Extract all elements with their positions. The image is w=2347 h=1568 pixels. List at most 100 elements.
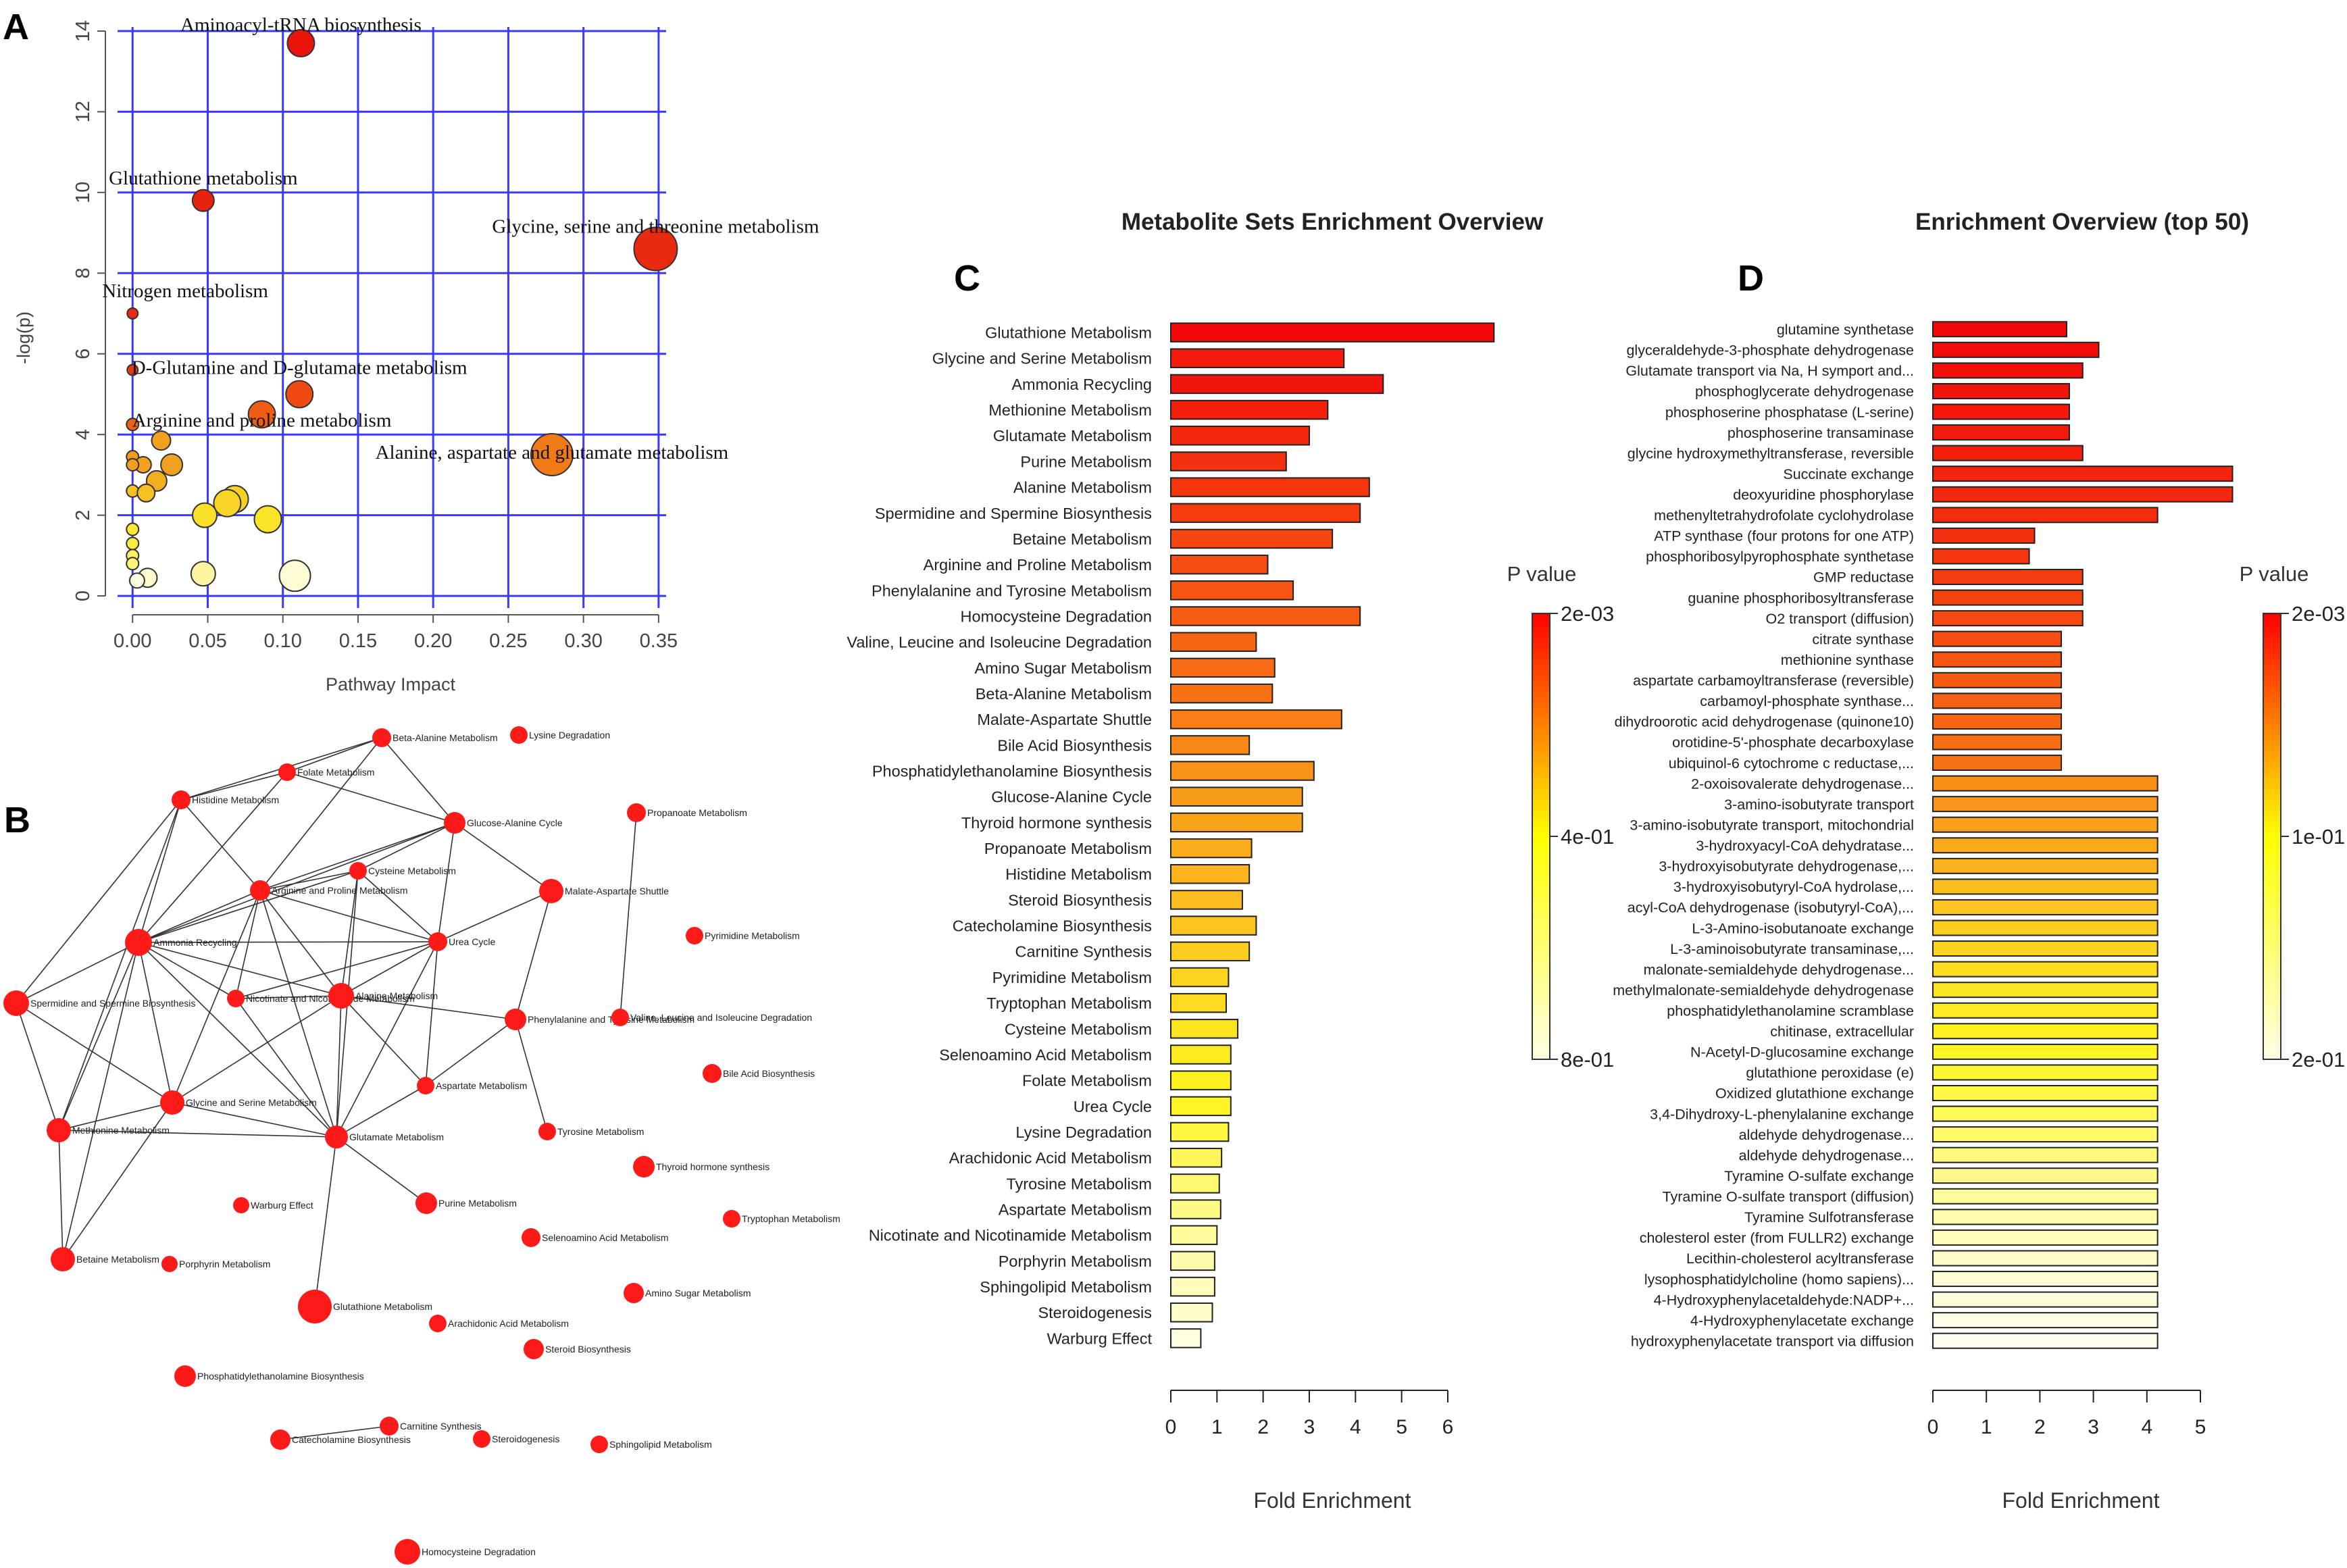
network-node xyxy=(538,1123,556,1140)
network-node-label: Malate-Aspartate Shuttle xyxy=(565,886,669,896)
network-node xyxy=(233,1197,249,1213)
data-point xyxy=(192,502,218,528)
bar xyxy=(1932,465,2234,482)
bar-label: Succinate exchange xyxy=(1783,466,1914,482)
data-point xyxy=(126,536,140,551)
bar-label: deoxyuridine phosphorylase xyxy=(1733,487,1914,503)
bar-label: Tyramine O-sulfate transport (diffusion) xyxy=(1663,1189,1914,1205)
network-node xyxy=(278,763,296,781)
x-tick-label: 3 xyxy=(2088,1416,2099,1438)
point-label: Glycine, serine and threonine metabolism xyxy=(492,216,819,238)
network-node-label: Porphyrin Metabolism xyxy=(179,1259,270,1269)
y-axis-label: -log(p) xyxy=(14,311,34,364)
bar-label: Folate Metabolism xyxy=(1022,1072,1152,1090)
network-node-label: Tyrosine Metabolism xyxy=(557,1126,644,1137)
network-edge xyxy=(16,942,139,1004)
bar xyxy=(1170,838,1253,859)
bar xyxy=(1932,341,2100,358)
network-node-label: Spermidine and Spermine Biosynthesis xyxy=(30,998,195,1009)
network-edge xyxy=(16,1003,173,1103)
bar xyxy=(1170,554,1269,575)
bar-label: Glutathione Metabolism xyxy=(985,324,1152,342)
network-edge xyxy=(58,1130,64,1260)
bar xyxy=(1932,589,2084,606)
network-node-label: Selenoamino Acid Metabolism xyxy=(542,1232,669,1243)
bar-label: Phenylalanine and Tyrosine Metabolism xyxy=(872,582,1152,599)
network-node-label: Steroidogenesis xyxy=(492,1434,559,1444)
network-node-label: Homocysteine Degradation xyxy=(422,1546,536,1557)
bar-label: Oxidized glutathione exchange xyxy=(1715,1086,1914,1102)
x-tick-label: 6 xyxy=(1442,1416,1454,1438)
x-axis-label: Pathway Impact xyxy=(326,674,456,694)
network-node-label: Propanoate Metabolism xyxy=(647,807,747,818)
bar xyxy=(1932,672,2063,688)
panel-letter-d: D xyxy=(1738,258,1764,299)
data-point xyxy=(190,561,216,587)
bar-label: Glycine and Serine Metabolism xyxy=(932,350,1152,368)
legend: P value 2e-03 1e-01 2e-01 xyxy=(2240,562,2346,1071)
network-edge xyxy=(314,1136,337,1307)
bar-label: Urea Cycle xyxy=(1074,1098,1152,1115)
network-node-label: Thyroid hormone synthesis xyxy=(656,1161,769,1172)
network-node xyxy=(633,1156,655,1178)
bar xyxy=(1932,403,2070,420)
bar-label: 3-amino-isobutyrate transport, mitochond… xyxy=(1630,817,1914,833)
y-tick-label: 4 xyxy=(72,429,94,440)
bar-label: ATP synthase (four protons for one ATP) xyxy=(1654,528,1914,545)
data-point xyxy=(126,522,140,536)
data-point xyxy=(278,559,311,592)
bar xyxy=(1170,1019,1239,1039)
bar-label: carbamoyl-phosphate synthase... xyxy=(1700,693,1914,709)
network-node xyxy=(415,1192,437,1214)
bar-label: glyceraldehyde-3-phosphate dehydrogenase xyxy=(1626,343,1914,359)
bar-label: citrate synthase xyxy=(1812,631,1914,647)
legend-tick-label: 8e-01 xyxy=(1561,1048,1614,1071)
network-node-label: Alanine Metabolism xyxy=(355,990,438,1001)
bar xyxy=(1932,713,2063,730)
bar xyxy=(1932,1229,2159,1246)
bar xyxy=(1170,812,1303,833)
bar xyxy=(1170,426,1310,446)
network-edge xyxy=(336,1085,426,1138)
network-node xyxy=(160,1090,184,1115)
network-edge xyxy=(172,995,342,1103)
panel-a-scatter: 0.00 0.05 0.10 0.15 0.20 0.25 0.30 0.35 0 2 4 6 8 10 1… xyxy=(14,14,819,694)
bar-label: Betaine Metabolism xyxy=(1013,530,1152,548)
network-node xyxy=(325,1126,348,1148)
bar-label: chitinase, extracellular xyxy=(1770,1023,1914,1040)
x-tick-label: 3 xyxy=(1304,1416,1315,1438)
bar-label: Sphingolipid Metabolism xyxy=(980,1278,1152,1296)
legend-colorbar xyxy=(2263,613,2281,1060)
network-node xyxy=(703,1064,722,1083)
network-edge xyxy=(340,995,516,1020)
bar-label: Porphyrin Metabolism xyxy=(999,1253,1152,1270)
x-axis-label: Fold Enrichment xyxy=(2002,1488,2160,1513)
bar-label: Phosphatidylethanolamine Biosynthesis xyxy=(872,763,1152,780)
bar xyxy=(1932,362,2084,379)
bar-label: 3-amino-isobutyrate transport xyxy=(1724,796,1914,813)
bar xyxy=(1932,548,2030,565)
network-node-label: Phenylalanine and Tyrosine Metabolism xyxy=(528,1014,695,1025)
bar-label: orotidine-5'-phosphate decarboxylase xyxy=(1672,734,1914,751)
bar xyxy=(1170,657,1276,678)
bar xyxy=(1932,424,2070,441)
network-edge xyxy=(620,812,637,1018)
network-node xyxy=(3,990,29,1016)
bar-label: Steroid Biosynthesis xyxy=(1008,891,1152,909)
x-tick-label: 0 xyxy=(1165,1416,1177,1438)
y-tick-label: 8 xyxy=(72,268,94,278)
network-node-label: Pyrimidine Metabolism xyxy=(705,930,800,941)
network-edge xyxy=(138,772,288,943)
bar xyxy=(1932,961,2159,978)
network-edge xyxy=(340,995,426,1086)
bar-label: Amino Sugar Metabolism xyxy=(974,659,1152,677)
x-tick-label: 2 xyxy=(2034,1416,2046,1438)
network-edge xyxy=(235,890,261,999)
data-point xyxy=(126,418,140,432)
network-edge xyxy=(259,737,382,891)
legend-tick-label: 2e-01 xyxy=(2292,1048,2345,1071)
data-point xyxy=(126,457,140,472)
legend-tick-label: 1e-01 xyxy=(2292,825,2345,849)
bar xyxy=(1932,692,2063,709)
bar xyxy=(1932,1043,2159,1060)
